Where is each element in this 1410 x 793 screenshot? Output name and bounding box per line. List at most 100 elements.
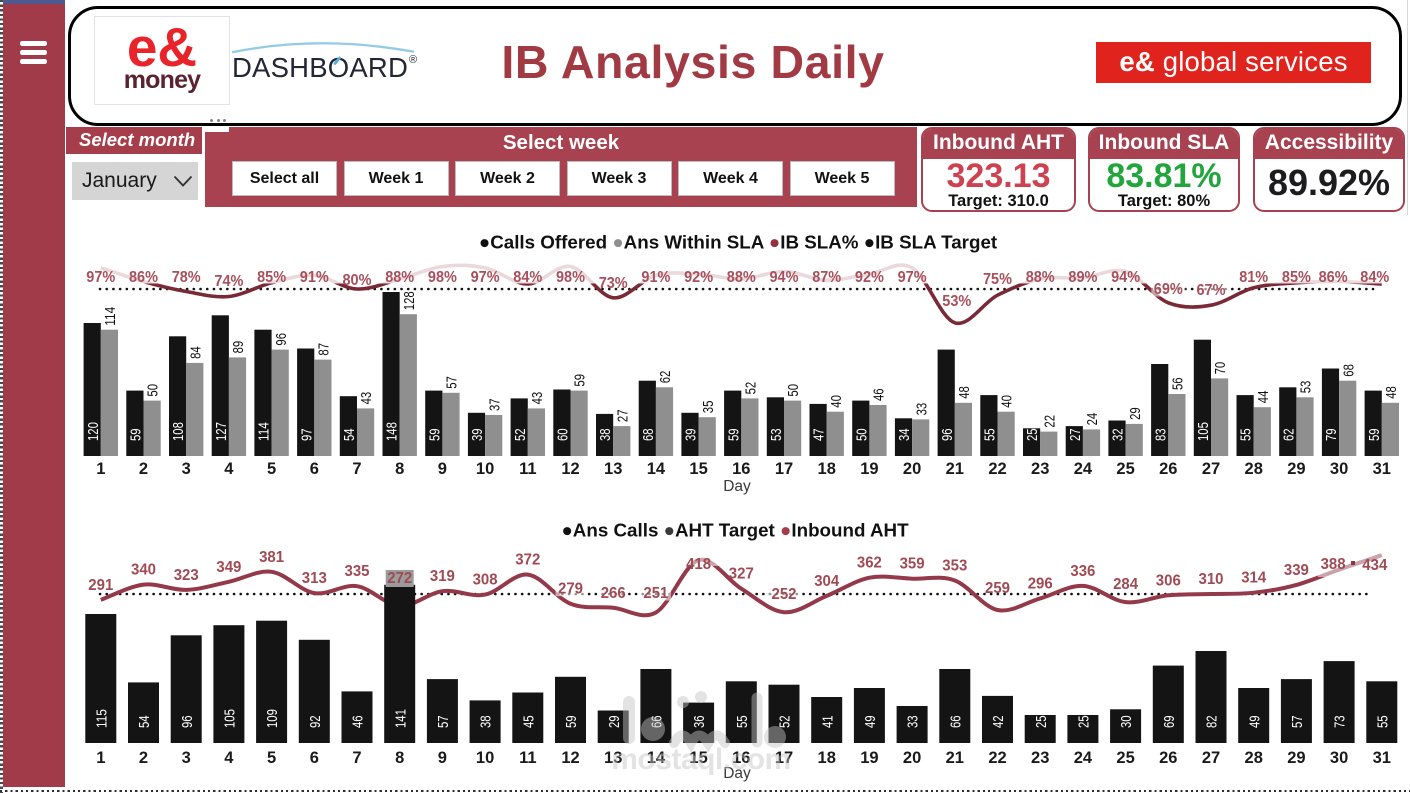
svg-text:3: 3 <box>182 749 191 767</box>
svg-text:5: 5 <box>267 749 276 767</box>
svg-text:50: 50 <box>145 384 162 397</box>
svg-text:84%: 84% <box>513 269 542 286</box>
svg-text:25: 25 <box>1116 749 1134 767</box>
svg-text:4: 4 <box>224 460 234 478</box>
svg-text:313: 313 <box>302 570 327 587</box>
svg-text:25: 25 <box>1033 715 1050 728</box>
svg-text:Day: Day <box>723 478 751 495</box>
svg-text:55: 55 <box>734 715 751 728</box>
svg-text:296: 296 <box>1028 575 1053 592</box>
svg-text:284: 284 <box>1113 576 1138 593</box>
svg-text:88%: 88% <box>385 269 414 286</box>
svg-text:48: 48 <box>956 386 973 399</box>
svg-text:mostaql.com: mostaql.com <box>611 743 791 776</box>
svg-text:30: 30 <box>1118 715 1135 728</box>
svg-text:336: 336 <box>1070 563 1095 580</box>
svg-text:54: 54 <box>136 715 153 728</box>
svg-text:259: 259 <box>985 580 1010 597</box>
svg-text:41: 41 <box>819 715 836 728</box>
svg-text:●Ans Calls ●AHT Target ●Inbo: ●Ans Calls ●AHT Target ●Inbound AHT <box>561 520 909 541</box>
svg-text:18: 18 <box>818 749 836 767</box>
svg-text:29: 29 <box>1127 407 1144 420</box>
svg-text:13: 13 <box>604 460 622 478</box>
svg-text:14: 14 <box>647 460 666 478</box>
svg-text:46: 46 <box>871 388 888 401</box>
svg-text:9: 9 <box>438 460 447 478</box>
svg-text:24: 24 <box>1074 749 1093 767</box>
svg-text:17: 17 <box>775 460 793 478</box>
svg-text:56: 56 <box>1170 377 1187 390</box>
svg-text:92%: 92% <box>684 269 713 286</box>
svg-text:96: 96 <box>939 428 956 441</box>
svg-text:Day: Day <box>723 765 751 782</box>
svg-text:62: 62 <box>1280 428 1297 441</box>
svg-text:31: 31 <box>1373 749 1391 767</box>
svg-text:1: 1 <box>96 749 105 767</box>
svg-text:94%: 94% <box>1111 269 1140 286</box>
svg-text:22: 22 <box>988 749 1006 767</box>
svg-text:98%: 98% <box>428 269 457 286</box>
svg-text:21: 21 <box>946 460 964 478</box>
svg-text:335: 335 <box>345 563 370 580</box>
svg-text:69%: 69% <box>1154 281 1183 298</box>
svg-text:27: 27 <box>614 410 631 423</box>
svg-text:50: 50 <box>785 384 802 397</box>
svg-text:115: 115 <box>93 709 110 728</box>
svg-text:327: 327 <box>729 566 754 583</box>
svg-text:28: 28 <box>1245 460 1263 478</box>
svg-text:1: 1 <box>96 460 105 478</box>
svg-text:40: 40 <box>828 395 845 408</box>
svg-text:27: 27 <box>1067 428 1084 441</box>
svg-text:43: 43 <box>529 392 546 405</box>
svg-text:29: 29 <box>1287 749 1305 767</box>
svg-text:32: 32 <box>1110 428 1127 441</box>
svg-text:26: 26 <box>1159 749 1177 767</box>
svg-text:34: 34 <box>896 428 913 441</box>
svg-text:39: 39 <box>469 428 486 441</box>
svg-text:19: 19 <box>860 749 878 767</box>
svg-text:57: 57 <box>435 715 452 728</box>
svg-text:24: 24 <box>1084 413 1101 426</box>
svg-text:2: 2 <box>139 749 148 767</box>
svg-text:89: 89 <box>230 341 247 354</box>
svg-text:75%: 75% <box>983 271 1012 288</box>
svg-text:3: 3 <box>182 460 191 478</box>
svg-text:73%: 73% <box>599 275 628 292</box>
svg-text:8: 8 <box>395 749 404 767</box>
svg-text:46: 46 <box>350 715 367 728</box>
svg-text:35: 35 <box>700 401 717 414</box>
svg-text:97%: 97% <box>86 269 115 286</box>
svg-text:50: 50 <box>853 428 870 441</box>
svg-text:310: 310 <box>1199 571 1224 588</box>
svg-text:291: 291 <box>88 577 113 594</box>
svg-text:15: 15 <box>689 460 707 478</box>
svg-text:25: 25 <box>1024 428 1041 441</box>
svg-text:94%: 94% <box>770 269 799 286</box>
svg-text:252: 252 <box>772 586 797 603</box>
svg-text:55: 55 <box>1238 428 1255 441</box>
svg-text:57: 57 <box>444 376 461 389</box>
svg-text:39: 39 <box>683 428 700 441</box>
svg-text:14: 14 <box>647 749 666 767</box>
svg-text:89%: 89% <box>1068 269 1097 286</box>
svg-text:20: 20 <box>903 749 921 767</box>
svg-text:98%: 98% <box>556 269 585 286</box>
svg-text:66: 66 <box>947 715 964 728</box>
svg-text:®: ® <box>409 54 417 66</box>
svg-text:21: 21 <box>946 749 964 767</box>
svg-text:81%: 81% <box>1239 269 1268 286</box>
svg-text:314: 314 <box>1241 570 1266 587</box>
svg-text:80%: 80% <box>343 272 372 289</box>
svg-text:23: 23 <box>1031 749 1049 767</box>
svg-text:319: 319 <box>430 568 455 585</box>
svg-text:28: 28 <box>1245 749 1263 767</box>
svg-text:96: 96 <box>273 333 290 346</box>
svg-text:52: 52 <box>777 715 794 728</box>
svg-text:2: 2 <box>139 460 148 478</box>
svg-text:7: 7 <box>352 460 361 478</box>
svg-text:82: 82 <box>1204 715 1221 728</box>
svg-text:266: 266 <box>601 585 626 602</box>
svg-text:127: 127 <box>213 422 230 441</box>
svg-text:33: 33 <box>905 715 922 728</box>
svg-text:42: 42 <box>990 715 1007 728</box>
